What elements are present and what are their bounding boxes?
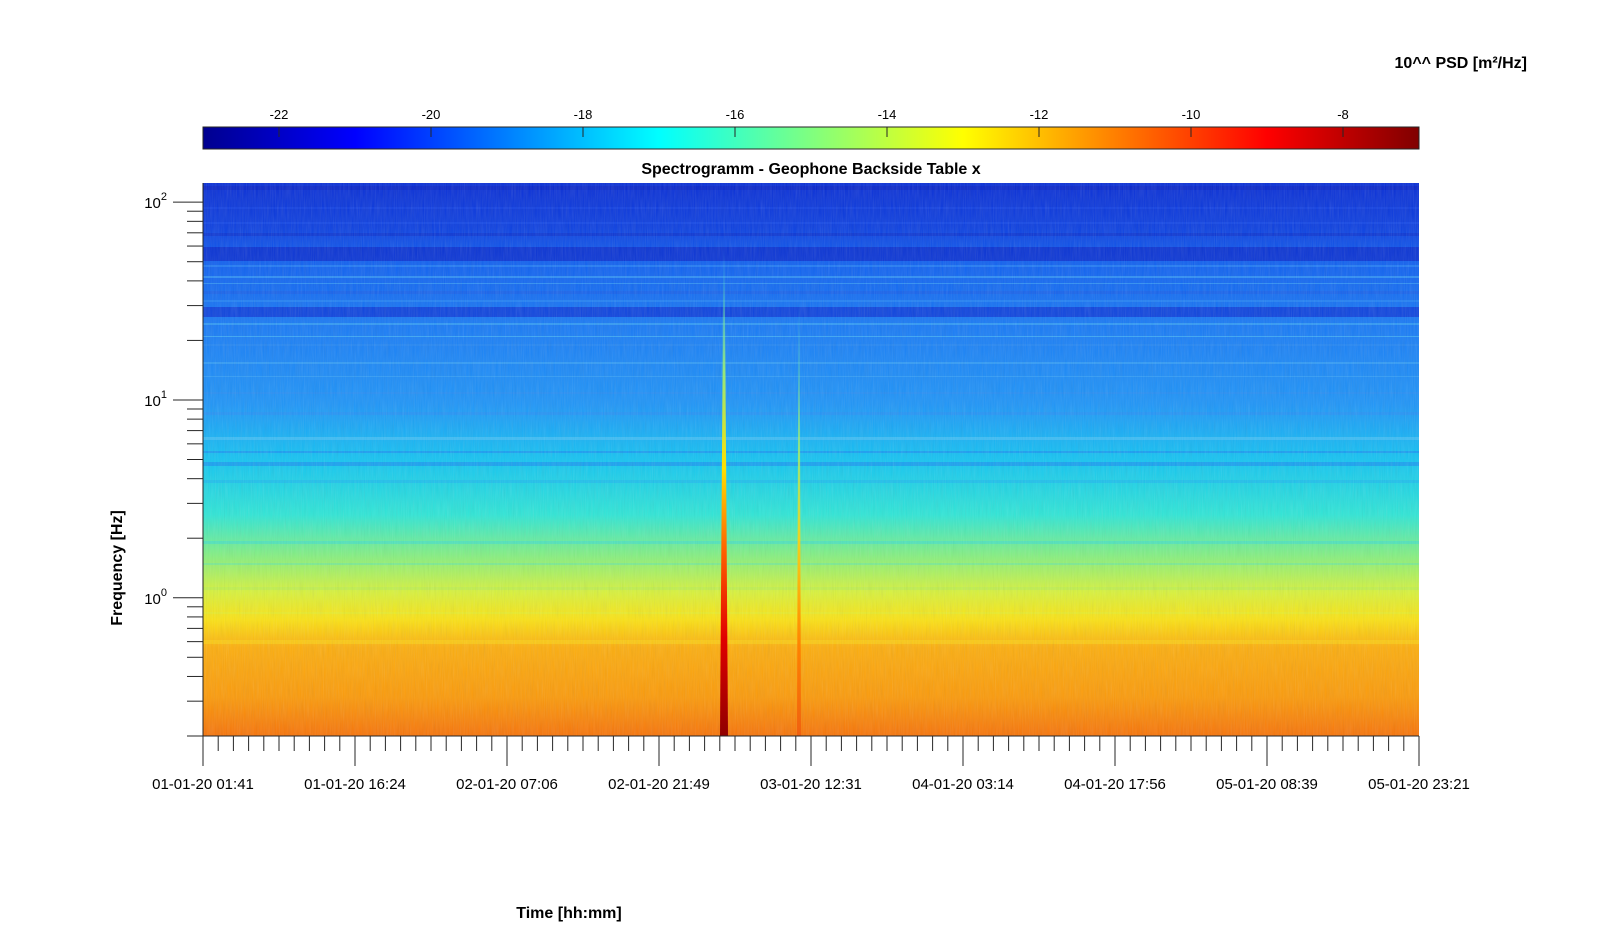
x-axis-ticks: 01-01-20 01:41 01-01-20 16:24 02-01-20 07:… (152, 736, 1470, 793)
y-tick-label: 102 (144, 191, 167, 212)
colorbar-tick-label: -20 (422, 107, 441, 122)
colorbar-tick-label: -8 (1337, 107, 1349, 122)
x-tick-label: 01-01-20 01:41 (152, 776, 254, 793)
x-tick-label: 02-01-20 07:06 (456, 776, 558, 793)
y-tick-label: 101 (144, 389, 167, 410)
colorbar-tick-label: -14 (878, 107, 897, 122)
colorbar: -22 -20 -18 -16 -14 -12 -10 -8 10^^ PSD [m²/Hz] (202, 55, 1527, 150)
x-tick-label: 03-01-20 12:31 (760, 776, 862, 793)
colorbar-tick-label: -22 (270, 107, 289, 122)
x-tick-label: 05-01-20 08:39 (1216, 776, 1318, 793)
transient-event (720, 250, 728, 736)
spectrogram-plot (203, 183, 1419, 736)
colorbar-label: 10^^ PSD [m²/Hz] (1395, 55, 1527, 72)
y-axis-ticks: 100 101 102 (144, 191, 203, 737)
colorbar-gradient (202, 126, 1420, 150)
spectrogram-events (720, 250, 801, 736)
x-tick-label: 02-01-20 21:49 (608, 776, 710, 793)
x-tick-label: 05-01-20 23:21 (1368, 776, 1470, 793)
colorbar-tick-label: -18 (574, 107, 593, 122)
transient-event (797, 300, 801, 736)
y-axis: 100 101 102 Frequency [Hz] (109, 183, 204, 737)
x-tick-label: 04-01-20 17:56 (1064, 776, 1166, 793)
spectrogram-grain (203, 183, 1419, 736)
x-tick-label: 01-01-20 16:24 (304, 776, 406, 793)
colorbar-ticks: -22 -20 -18 -16 -14 -12 -10 -8 (270, 107, 1349, 137)
x-axis-label: Time [hh:mm] (516, 905, 621, 922)
colorbar-tick-label: -10 (1182, 107, 1201, 122)
chart-title: Spectrogramm - Geophone Backside Table x (641, 161, 980, 178)
colorbar-tick-label: -12 (1030, 107, 1049, 122)
x-axis: 01-01-20 01:41 01-01-20 16:24 02-01-20 07:… (152, 735, 1470, 922)
y-tick-label: 100 (144, 587, 167, 608)
colorbar-tick-label: -16 (726, 107, 745, 122)
x-tick-label: 04-01-20 03:14 (912, 776, 1014, 793)
y-axis-label: Frequency [Hz] (109, 510, 126, 626)
